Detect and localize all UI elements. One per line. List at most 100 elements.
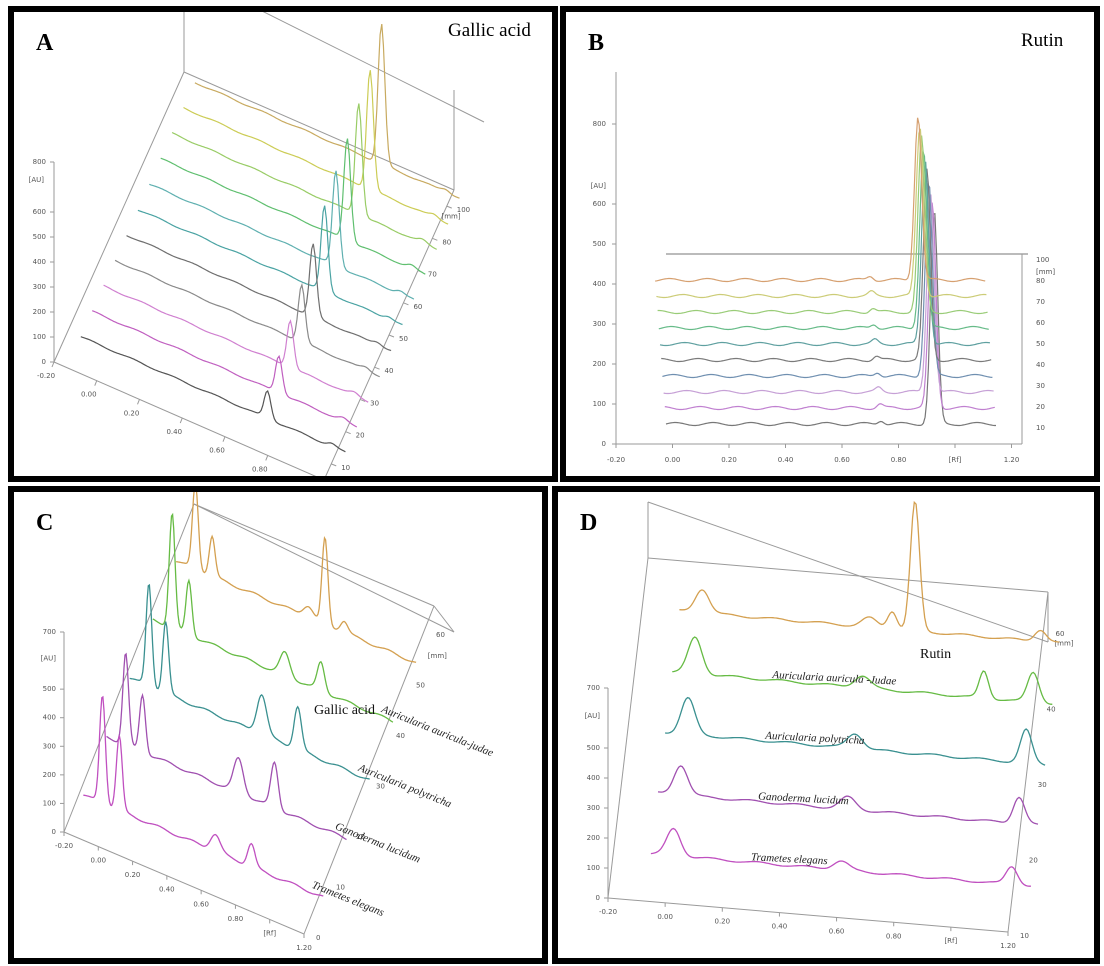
trace [152, 512, 394, 723]
z-tick-label: 10 [1020, 932, 1029, 940]
panel-letter: B [588, 30, 605, 56]
y-tick-label: 400 [43, 714, 56, 722]
x-tick-label: 0.40 [159, 886, 175, 894]
y-tick-label: 600 [33, 208, 46, 216]
z-tick-label: 80 [1036, 277, 1045, 285]
trace [114, 259, 380, 378]
back-wall-bottom [647, 557, 1049, 593]
panel-d: 0 100 200 300 400 500 700 [AU] -0.20 0.00 0.20 0.40… [552, 486, 1100, 964]
chart-c: 0100200300400500700[AU]-0.200.000.200.40… [41, 492, 495, 952]
z-tick-label: 50 [399, 335, 408, 343]
trace [665, 696, 1046, 766]
trace [672, 636, 1053, 705]
z-tick-label: 100 [457, 206, 470, 214]
back-wall-top [193, 503, 455, 633]
x-tick [51, 361, 55, 368]
chart-a: 0 100 200 300 400 500 600 800 [AU] -0.20 0.00 0.20 0… [29, 12, 485, 476]
y-unit-label: [AU] [591, 182, 607, 190]
trace [80, 336, 346, 453]
axis-z-left [607, 557, 649, 899]
x-tick-label: -0.20 [607, 456, 625, 464]
species-label: Auricularia polytricha [356, 762, 454, 811]
trace [175, 492, 417, 663]
y-tick-label: 0 [602, 440, 606, 448]
x-tick-label: 0.00 [81, 391, 97, 399]
axis-z-left [63, 503, 195, 833]
trace [663, 194, 994, 395]
trace [126, 235, 392, 352]
z-tick-label: 40 [1036, 361, 1045, 369]
x-tick-label: 0.40 [778, 456, 794, 464]
x-tick-label: -0.20 [55, 842, 73, 850]
z-tick-label: 100 [1036, 256, 1049, 264]
y-tick-label: 700 [587, 684, 600, 692]
z-tick-label: 60 [436, 631, 445, 639]
y-tick-label: 400 [33, 258, 46, 266]
x-tick-label: 0.20 [125, 871, 141, 879]
axis-x [63, 831, 305, 935]
z-tick-label: 50 [1036, 340, 1045, 348]
x-tick [222, 436, 226, 442]
x-tick-label: 0.60 [829, 927, 845, 935]
z-unit-label: [mm] [1036, 268, 1055, 276]
axis-x [53, 361, 317, 476]
z-unit-label: [mm] [428, 652, 447, 660]
x-tick-label: [Rf] [944, 937, 957, 945]
z-tick-label: 20 [1036, 403, 1045, 411]
z-tick-label: 20 [356, 833, 365, 841]
x-tick-label: 0.80 [891, 456, 907, 464]
back-wall-bottom [183, 71, 455, 191]
trace [183, 70, 449, 225]
y-tick-label: 700 [43, 628, 56, 636]
axis-z [303, 605, 435, 935]
y-tick-label: 800 [33, 158, 46, 166]
z-tick-label: 70 [428, 271, 437, 279]
panel-c: 0 100 200 300 400 500 700 [AU] -0.20 0.00 0.20 0.40… [8, 486, 548, 964]
axis-z [325, 189, 455, 476]
x-tick-label: 0.20 [721, 456, 737, 464]
z-tick [403, 302, 409, 306]
axis-z-left [53, 71, 185, 363]
trace [657, 765, 1039, 825]
z-tick-label: 10 [336, 884, 345, 892]
y-unit-label: [AU] [585, 712, 601, 720]
axis-z [1007, 591, 1049, 933]
x-tick-label: [Rf] [949, 456, 962, 464]
y-tick-label: 200 [43, 771, 56, 779]
x-tick-label: 0.00 [665, 456, 681, 464]
x-tick-label: 0.40 [772, 923, 788, 931]
back-wall-right [433, 605, 455, 633]
chart-b: 0 100 200 300 400 500 600 800 [AU] -0.20 0.00 0.20 0… [591, 72, 1055, 464]
y-tick-label: 400 [593, 280, 606, 288]
z-tick-label: 30 [376, 783, 385, 791]
z-tick-label: 20 [356, 432, 365, 440]
z-tick [432, 237, 438, 241]
trace [662, 182, 993, 379]
x-tick-label: 0.00 [657, 913, 673, 921]
trace [658, 151, 989, 331]
z-tick [345, 431, 351, 435]
x-tick-label: 1.20 [1000, 942, 1016, 950]
z-tick [331, 463, 337, 467]
z-tick-label: 0 [316, 934, 320, 942]
panel-letter: A [36, 30, 54, 56]
trace [194, 24, 460, 199]
z-tick [359, 398, 366, 402]
y-tick-label: 200 [33, 308, 46, 316]
x-tick [265, 455, 269, 461]
peak-label: Rutin [920, 647, 951, 662]
y-tick-label: 300 [43, 742, 56, 750]
x-tick-label: 0.80 [252, 465, 268, 473]
y-tick-label: 500 [43, 685, 56, 693]
x-tick-label: 0.00 [90, 857, 106, 865]
z-tick-label: 30 [370, 399, 379, 407]
species-label: Auricularia polytricha [764, 730, 865, 747]
trace [149, 170, 415, 300]
trace [106, 652, 347, 841]
z-tick [446, 205, 452, 209]
z-tick-label: 40 [1047, 705, 1056, 713]
trace [661, 168, 992, 363]
back-wall-top [262, 12, 485, 123]
species-label: Trametes elegans [751, 851, 828, 867]
y-tick-label: 300 [593, 320, 606, 328]
